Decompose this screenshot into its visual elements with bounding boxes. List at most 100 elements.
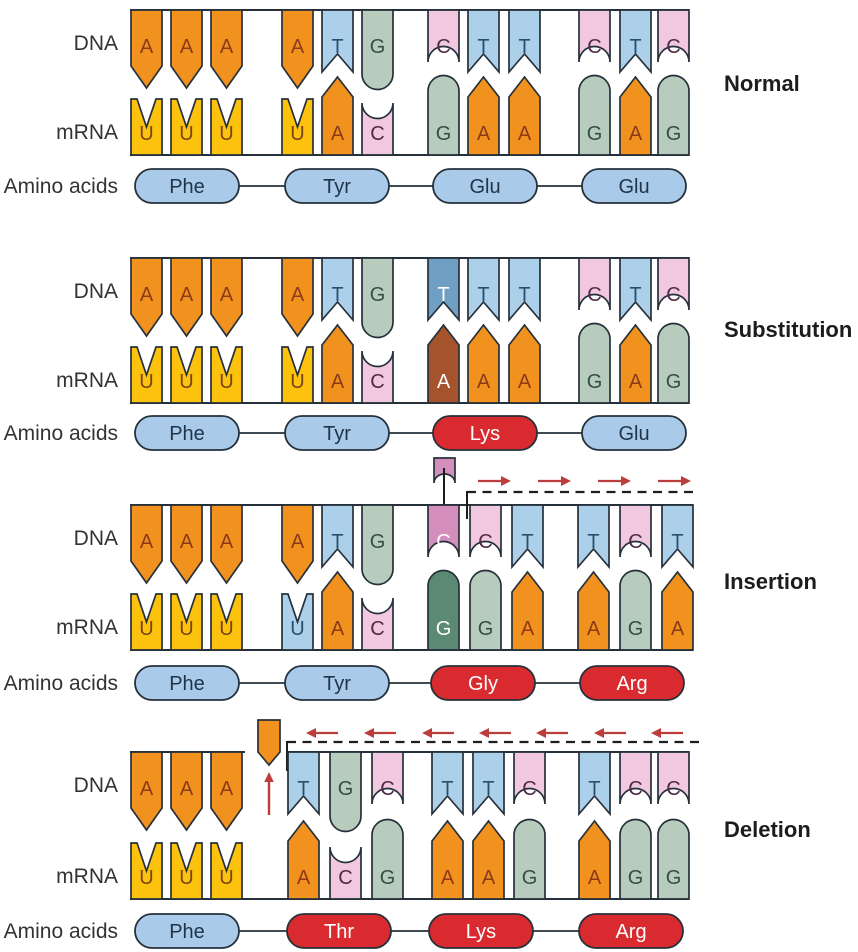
amino-acid-pill <box>134 913 240 949</box>
mrna-base-letter: U <box>179 123 193 145</box>
dna-base-T <box>467 257 500 323</box>
amino-acids-row-label: Amino acids <box>4 672 118 695</box>
mrna-base-G <box>427 74 460 156</box>
mrna-base-letter: U <box>179 371 193 393</box>
amino-acid-label: Glu <box>618 176 649 198</box>
dna-base-letter: T <box>297 778 309 800</box>
dna-base-C <box>657 257 690 311</box>
mrna-base-letter: G <box>666 371 682 393</box>
shift-arrow-head-icon <box>479 728 489 738</box>
amino-acid-pill <box>284 168 390 204</box>
mrna-base-letter: U <box>179 867 193 889</box>
amino-acid-label: Gly <box>468 673 498 695</box>
dna-base-letter: A <box>220 36 234 58</box>
amino-acid-label: Phe <box>169 921 205 943</box>
dna-base-letter: A <box>291 36 305 58</box>
dna-base-letter: C <box>587 284 601 306</box>
dna-base-letter: T <box>441 778 453 800</box>
mrna-base-U <box>210 593 243 651</box>
dna-base-letter: T <box>331 531 343 553</box>
mrna-base-A <box>467 75 500 156</box>
amino-acid-pill <box>286 913 392 949</box>
dna-base-A <box>170 257 203 338</box>
vertical-arrow-head-icon <box>264 772 274 782</box>
dna-base-A <box>281 257 314 338</box>
shift-arrow-head-icon <box>536 728 546 738</box>
mrna-base-letter: A <box>331 123 345 145</box>
dna-row-label: DNA <box>74 32 118 55</box>
dna-base-letter: G <box>370 36 386 58</box>
dna-base-C <box>578 257 611 311</box>
mrna-base-letter: A <box>518 123 532 145</box>
mrna-base-G <box>657 322 690 404</box>
amino-acid-pill <box>430 665 536 701</box>
mrna-base-letter: A <box>629 123 643 145</box>
dna-base-A <box>130 9 163 90</box>
mrna-base-letter: U <box>219 371 233 393</box>
dna-base-letter: T <box>521 531 533 553</box>
dna-base-letter: G <box>370 284 386 306</box>
dna-base-letter: T <box>477 36 489 58</box>
mrna-base-G <box>619 569 652 651</box>
shift-arrow-head-icon <box>681 476 691 486</box>
dna-base-T <box>578 751 611 817</box>
dna-base-G <box>361 504 394 586</box>
dna-base-letter: C <box>436 36 450 58</box>
mrna-base-letter: A <box>629 371 643 393</box>
amino-acid-label: Glu <box>618 423 649 445</box>
deleted-base <box>257 719 281 767</box>
dna-base-C <box>469 504 502 558</box>
dna-base-letter: T <box>477 284 489 306</box>
dna-base-T <box>508 9 541 75</box>
dna-base-letter: C <box>666 284 680 306</box>
mrna-base-letter: G <box>380 867 396 889</box>
mrna-base-letter: G <box>628 618 644 640</box>
dna-base-A <box>281 504 314 585</box>
dna-base-T <box>619 257 652 323</box>
shift-arrow-head-icon <box>364 728 374 738</box>
dna-base-A <box>210 9 243 90</box>
dna-base-A <box>210 751 243 832</box>
amino-acid-label: Thr <box>324 921 354 943</box>
dna-base-letter: T <box>629 36 641 58</box>
dna-base-A <box>130 751 163 832</box>
mrna-base-C <box>361 597 394 651</box>
amino-acid-pill <box>578 913 684 949</box>
mrna-base-letter: C <box>370 123 384 145</box>
mrna-base-G <box>469 569 502 651</box>
shift-arrow-head-icon <box>422 728 432 738</box>
shift-arrow-head-icon <box>306 728 316 738</box>
amino-acid-pill <box>134 168 240 204</box>
dna-base-letter: T <box>588 778 600 800</box>
dna-base-T <box>431 751 464 817</box>
mrna-base-letter: A <box>671 618 685 640</box>
mrna-base-A <box>508 323 541 404</box>
mrna-base-A <box>467 323 500 404</box>
amino-acid-pill <box>284 665 390 701</box>
dna-base-letter: T <box>331 284 343 306</box>
dna-base-T <box>321 504 354 570</box>
mrna-base-U <box>130 593 163 651</box>
mrna-base-A <box>508 75 541 156</box>
amino-acid-label: Lys <box>466 921 496 943</box>
amino-acid-label: Arg <box>616 673 647 695</box>
mrna-base-letter: A <box>477 123 491 145</box>
mrna-base-letter: A <box>331 618 345 640</box>
mrna-base-letter: U <box>219 867 233 889</box>
mrna-base-A <box>287 819 320 900</box>
dna-base-C <box>371 751 404 805</box>
shift-arrow-head-icon <box>651 728 661 738</box>
dna-base-letter: A <box>291 531 305 553</box>
panel-label-deletion: Deletion <box>724 817 811 842</box>
mrna-base-letter: A <box>437 371 451 393</box>
amino-acids-row-label: Amino acids <box>4 920 118 943</box>
mrna-base-A <box>577 570 610 651</box>
dna-base-letter: A <box>180 531 194 553</box>
dna-base-letter: A <box>140 284 154 306</box>
dna-base-G <box>329 751 362 833</box>
mrna-base-A <box>321 570 354 651</box>
mrna-row-label: mRNA <box>56 865 118 888</box>
mrna-base-A <box>321 75 354 156</box>
mrna-base-letter: A <box>477 371 491 393</box>
